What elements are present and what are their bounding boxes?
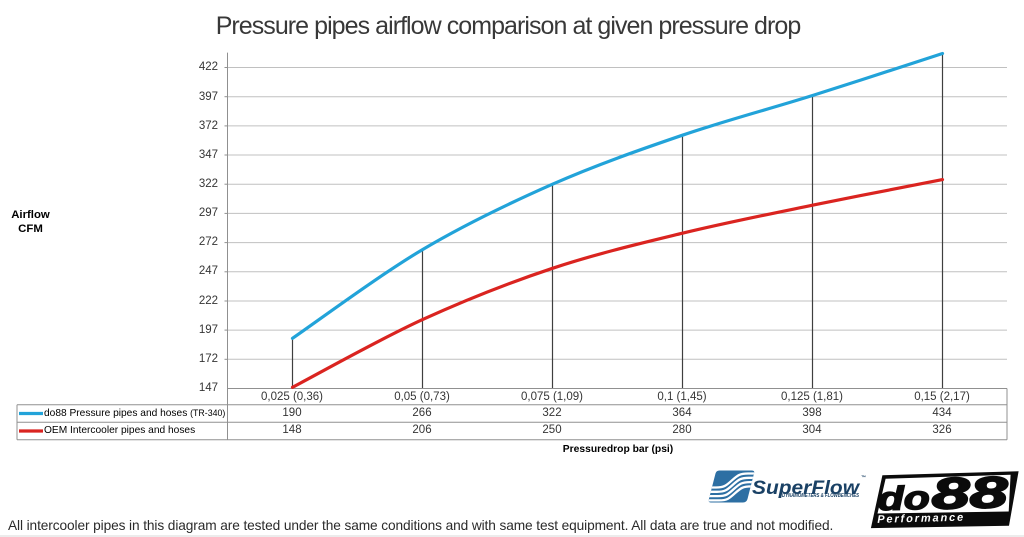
svg-text:DYNAMOMETERS & FLOWBENCHES: DYNAMOMETERS & FLOWBENCHES xyxy=(782,493,860,499)
svg-text:88: 88 xyxy=(931,468,1009,519)
svg-text:do: do xyxy=(877,479,930,517)
svg-text:Performance: Performance xyxy=(877,512,963,526)
svg-text:SuperFlow: SuperFlow xyxy=(752,477,861,499)
svg-text:™: ™ xyxy=(861,475,866,481)
